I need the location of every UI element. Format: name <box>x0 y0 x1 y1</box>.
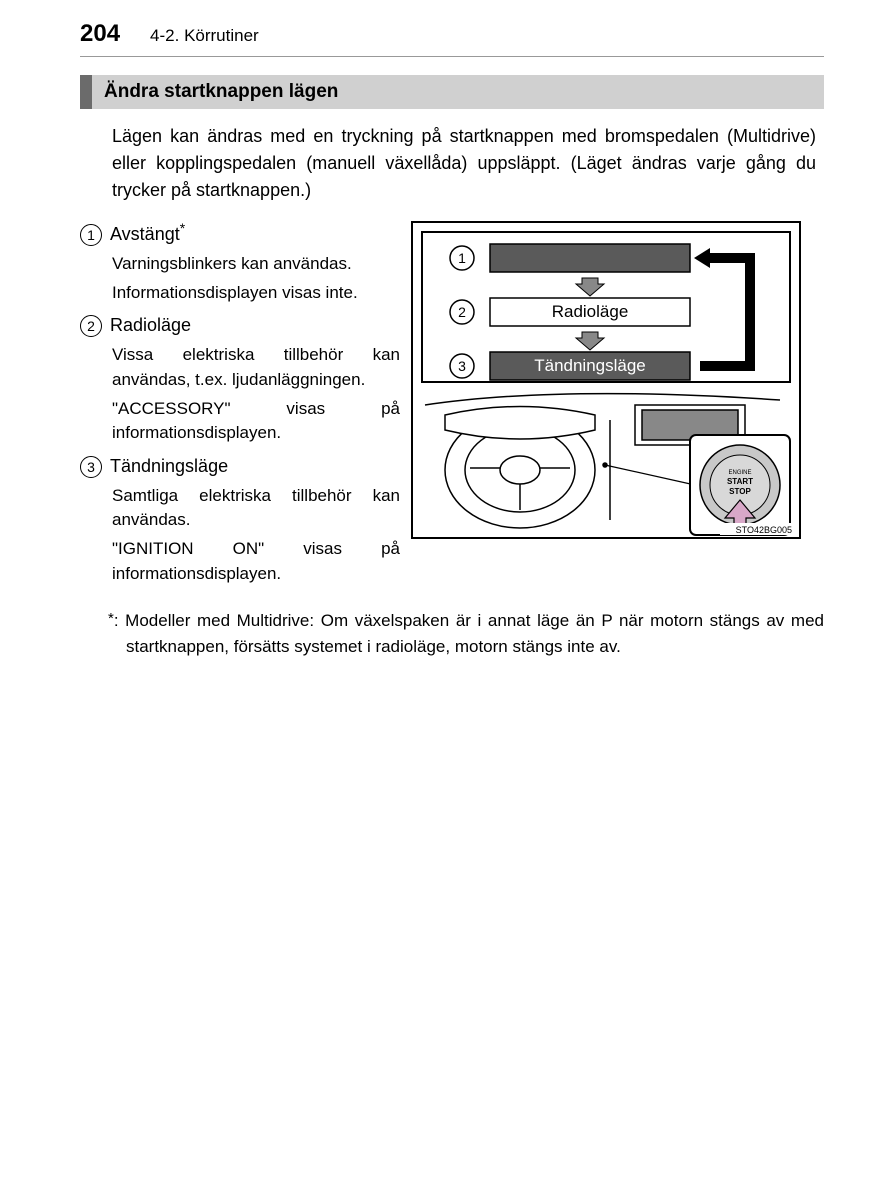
mode-desc-1b: Informationsdisplayen visas inte. <box>112 281 400 306</box>
svg-text:Radioläge: Radioläge <box>552 302 629 321</box>
mode-desc-3a: Samtliga elektriska tillbehör kan använd… <box>112 484 400 533</box>
mode-list: 1 Avstängt* Varningsblinkers kan använda… <box>80 220 400 596</box>
svg-text:START: START <box>727 477 753 486</box>
mode-number-1: 1 <box>80 224 102 246</box>
mode-title-3: Tändningsläge <box>110 456 228 477</box>
mode-title-1: Avstängt* <box>110 220 185 245</box>
svg-text:Tändningsläge: Tändningsläge <box>534 356 646 375</box>
section-breadcrumb: 4-2. Körrutiner <box>150 26 259 46</box>
mode-desc-2a: Vissa elektriska tillbehör kan användas,… <box>112 343 400 392</box>
svg-text:STO42BG005: STO42BG005 <box>736 525 792 535</box>
mode-item-1: 1 Avstängt* Varningsblinkers kan använda… <box>80 220 400 305</box>
footnote-text: : Modeller med Multidrive: Om växelspake… <box>114 611 824 656</box>
mode-desc-3b: "IGNITION ON" visas på informationsdispl… <box>112 537 400 586</box>
manual-page: 204 4-2. Körrutiner Ändra startknappen l… <box>0 0 884 659</box>
mode-diagram: 1 2 Radioläge 3 Tändningsläge <box>410 220 802 540</box>
mode-title-text-1: Avstängt <box>110 224 180 244</box>
svg-text:3: 3 <box>458 358 466 374</box>
mode-desc-2b: "ACCESSORY" visas på informationsdisplay… <box>112 397 400 446</box>
footnote: *: Modeller med Multidrive: Om växelspak… <box>108 608 824 659</box>
mode-title-2: Radioläge <box>110 315 191 336</box>
section-heading: Ändra startknappen lägen <box>80 75 824 109</box>
content-row: 1 Avstängt* Varningsblinkers kan använda… <box>80 220 824 596</box>
mode-number-3: 3 <box>80 456 102 478</box>
mode-item-3: 3 Tändningsläge Samtliga elektriska till… <box>80 456 400 587</box>
svg-text:2: 2 <box>458 304 466 320</box>
svg-text:1: 1 <box>458 250 466 266</box>
mode-desc-1a: Varningsblinkers kan användas. <box>112 252 400 277</box>
mode-number-2: 2 <box>80 315 102 337</box>
page-header: 204 4-2. Körrutiner <box>80 20 824 57</box>
footnote-marker: * <box>180 220 185 236</box>
intro-paragraph: Lägen kan ändras med en tryckning på sta… <box>112 123 816 204</box>
svg-text:ENGINE: ENGINE <box>728 470 751 476</box>
mode-item-2: 2 Radioläge Vissa elektriska tillbehör k… <box>80 315 400 446</box>
svg-text:STOP: STOP <box>729 487 751 496</box>
page-number: 204 <box>80 20 120 48</box>
